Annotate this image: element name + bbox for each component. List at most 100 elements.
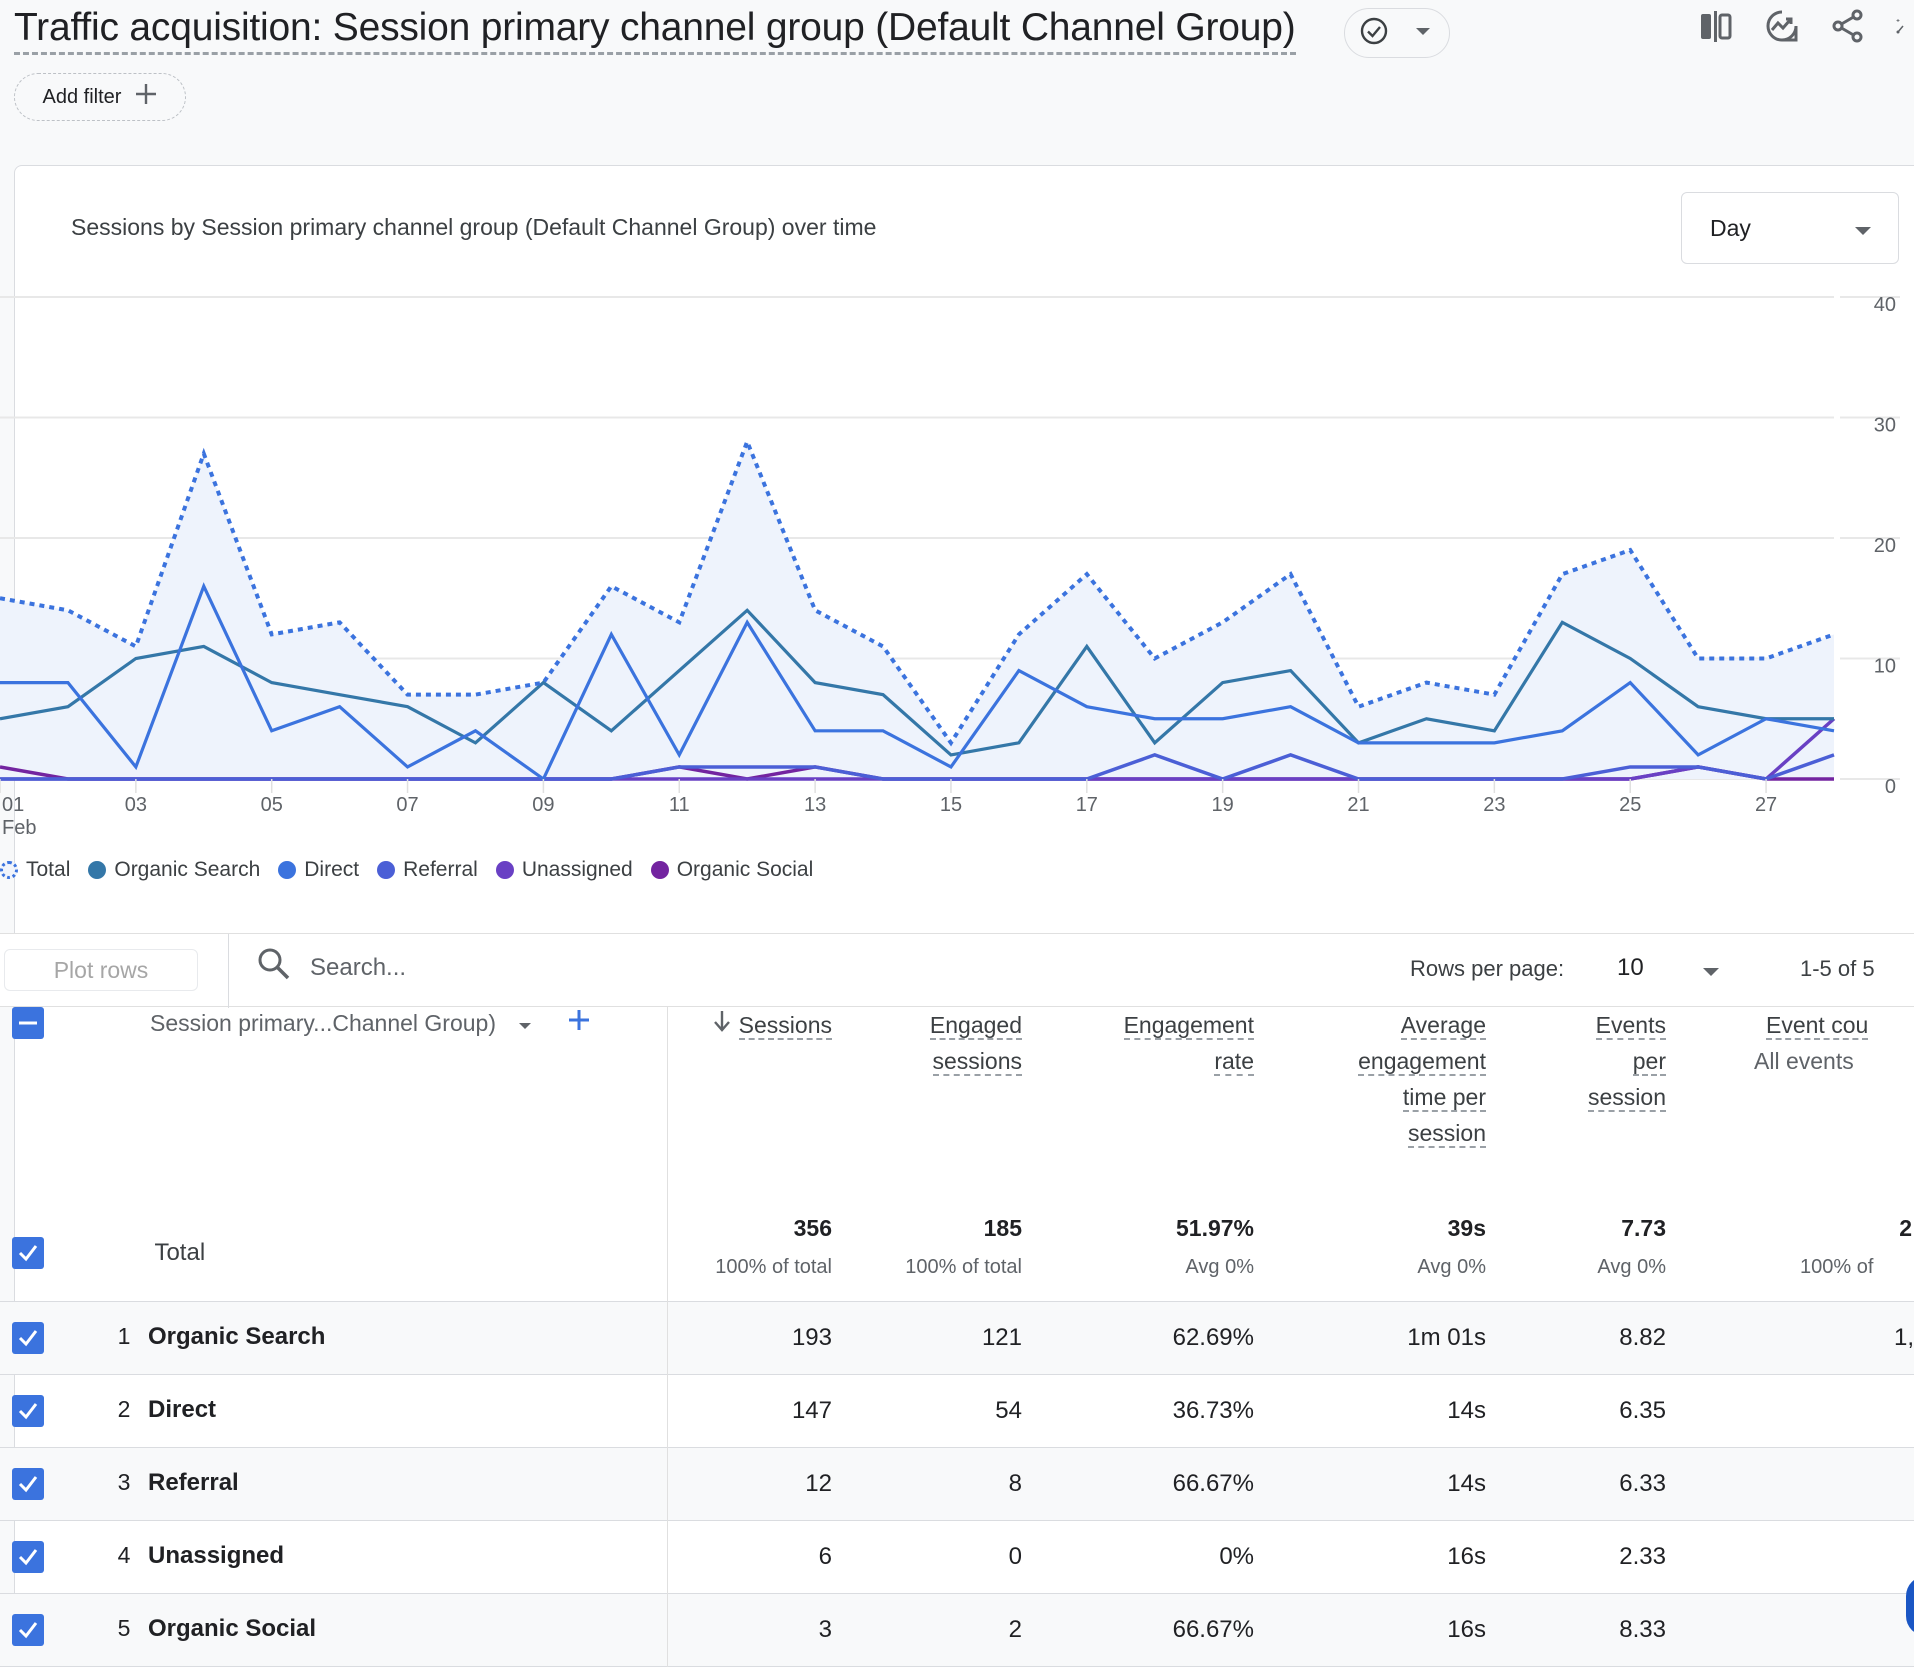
row-dimension-cell: 4 Unassigned — [0, 1520, 668, 1593]
share-icon[interactable] — [1830, 8, 1866, 44]
column-header-engagement-rate[interactable]: Engagement rate — [1123, 1012, 1254, 1076]
row-metric-cell — [1666, 1593, 1914, 1666]
row-metric-cell: 6.35 — [1619, 1396, 1666, 1424]
legend-item-unassigned[interactable]: Unassigned — [495, 858, 633, 882]
row-channel-name: Unassigned — [148, 1541, 285, 1569]
rows-per-page-select[interactable]: 10 — [1617, 954, 1644, 981]
sessions-line-chart: 01 03 05 07 09 11 13 15 17 19 21 23 25 27 Feb 0 10 20 30 4… — [0, 294, 1900, 839]
compare-icon[interactable] — [1698, 8, 1734, 44]
legend-swatch-icon — [0, 861, 18, 879]
y-tick-label: 0 — [1885, 776, 1896, 798]
x-tick-label: 03 — [125, 794, 147, 816]
legend-label: Organic Social — [676, 858, 814, 881]
row-dimension-cell: 2 Direct — [0, 1374, 668, 1447]
total-cell: 39s Avg 0% — [1417, 1215, 1486, 1278]
table-row[interactable]: 5 Organic Social 3 2 66.67% 16s 8.33 — [0, 1593, 1914, 1666]
legend-label: Total — [26, 858, 71, 881]
dimension-header: Session primary...Channel Group) — [0, 1007, 668, 1205]
row-checkbox[interactable] — [12, 1467, 44, 1500]
dimension-selector[interactable]: Session primary...Channel Group) — [150, 1009, 496, 1036]
y-tick-label: 30 — [1874, 415, 1896, 437]
legend-label: Unassigned — [521, 858, 633, 881]
granularity-select[interactable]: Day — [1681, 192, 1899, 264]
row-rank: 2 — [117, 1395, 131, 1422]
row-dimension-cell: 1 Organic Search — [0, 1301, 668, 1374]
row-metric-cell: 54 — [995, 1396, 1022, 1424]
x-tick-label: 09 — [532, 794, 554, 816]
event-count-sublabel[interactable]: All events — [1754, 1048, 1854, 1074]
legend-item-organic-search[interactable]: Organic Search — [88, 858, 260, 882]
pagination-range: 1-5 of 5 — [1800, 956, 1875, 981]
row-channel-name: Organic Search — [148, 1322, 326, 1350]
search-input[interactable]: Search... — [310, 953, 407, 981]
row-metric-cell: 66.67% — [1172, 1615, 1254, 1643]
row-metric-cell: 14s — [1447, 1469, 1486, 1497]
row-checkbox[interactable] — [12, 1540, 44, 1573]
total-cell: 51.97% Avg 0% — [1175, 1215, 1254, 1278]
plot-rows-button[interactable]: Plot rows — [4, 949, 198, 991]
chart-legend: Total Organic Search Direct Referral Unassig… — [0, 858, 813, 882]
row-metric-cell: 0% — [1219, 1542, 1254, 1570]
table-row[interactable]: 4 Unassigned 6 0 0% 16s 2.33 — [0, 1520, 1914, 1593]
row-channel-name: Organic Social — [148, 1614, 317, 1642]
row-checkbox[interactable] — [12, 1613, 44, 1646]
chart-title: Sessions by Session primary channel grou… — [71, 214, 877, 240]
caret-down-icon[interactable] — [1702, 964, 1720, 982]
add-filter-label: Add filter — [42, 85, 122, 108]
row-metric-cell: 8.33 — [1619, 1615, 1666, 1643]
x-tick-label: 27 — [1755, 794, 1777, 816]
y-tick-label: 20 — [1874, 535, 1896, 557]
legend-item-total[interactable]: Total — [0, 858, 70, 882]
row-checkbox[interactable] — [12, 1394, 44, 1427]
legend-item-organic-social[interactable]: Organic Social — [650, 858, 814, 882]
header-actions — [1698, 8, 1914, 44]
column-header-avg-engagement-time[interactable]: Average engagement time per session — [1358, 1012, 1486, 1148]
toolbar-divider — [228, 934, 229, 1008]
row-metric-cell: 2 — [1008, 1615, 1022, 1643]
total-label: Total — [154, 1238, 206, 1266]
total-checkbox[interactable] — [12, 1236, 44, 1269]
add-dimension-icon[interactable] — [568, 1009, 590, 1037]
page-title[interactable]: Traffic acquisition: Session primary cha… — [14, 6, 1296, 55]
column-header-engaged-sessions[interactable]: Engaged sessions — [929, 1012, 1022, 1076]
row-metric-cell: 1m 01s — [1407, 1323, 1486, 1351]
legend-label: Referral — [403, 858, 478, 881]
add-filter-button[interactable]: Add filter — [14, 73, 186, 121]
x-tick-label: 05 — [261, 794, 283, 816]
table-row[interactable]: 2 Direct 147 54 36.73% 14s 6.35 — [0, 1374, 1914, 1447]
legend-swatch-icon — [495, 861, 514, 879]
column-header-event-count[interactable]: Event cou All events — [1666, 1007, 1914, 1205]
y-tick-label: 10 — [1874, 656, 1896, 678]
x-tick-label: 25 — [1619, 794, 1641, 816]
row-metric-cell: 16s — [1447, 1615, 1486, 1643]
table-search[interactable]: Search... — [256, 946, 406, 989]
check-circle-icon — [1359, 16, 1389, 51]
insights-icon[interactable] — [1764, 8, 1800, 44]
rows-per-page-label: Rows per page: — [1410, 956, 1565, 981]
total-cell: 7.73 Avg 0% — [1597, 1215, 1666, 1278]
floating-assistant-button[interactable] — [1906, 1576, 1914, 1636]
row-checkbox[interactable] — [12, 1321, 44, 1354]
x-tick-label: 11 — [669, 794, 690, 816]
row-metric-cell: 12 — [805, 1469, 832, 1497]
table-row[interactable]: 1 Organic Search 193 121 62.69% 1m 01s 8.82 1, — [0, 1301, 1914, 1374]
table-row[interactable]: 3 Referral 12 8 66.67% 14s 6.33 — [0, 1447, 1914, 1520]
select-all-checkbox[interactable] — [12, 1007, 44, 1039]
x-tick-label: 13 — [804, 794, 826, 816]
row-metric-cell: 6.33 — [1619, 1469, 1666, 1497]
row-metric-cell: 36.73% — [1172, 1396, 1254, 1424]
row-dimension-cell: 5 Organic Social — [0, 1593, 668, 1666]
table-header-row: Session primary...Channel Group) Session… — [0, 1007, 1914, 1205]
column-header-events-per-session[interactable]: Events per session — [1588, 1012, 1666, 1112]
row-metric-cell: 2.33 — [1619, 1542, 1666, 1570]
legend-item-referral[interactable]: Referral — [377, 858, 478, 882]
caret-down-icon[interactable] — [518, 1010, 532, 1037]
series-line-direct — [0, 582, 1835, 782]
report-status-chip[interactable] — [1344, 8, 1450, 58]
legend-item-direct[interactable]: Direct — [278, 858, 359, 882]
report-header: Traffic acquisition: Session primary cha… — [0, 0, 1914, 160]
ai-insights-icon[interactable] — [1896, 8, 1914, 44]
series-line-total — [0, 436, 1835, 747]
legend-swatch-icon — [88, 861, 107, 879]
column-header-sessions[interactable]: Sessions — [667, 1007, 832, 1205]
